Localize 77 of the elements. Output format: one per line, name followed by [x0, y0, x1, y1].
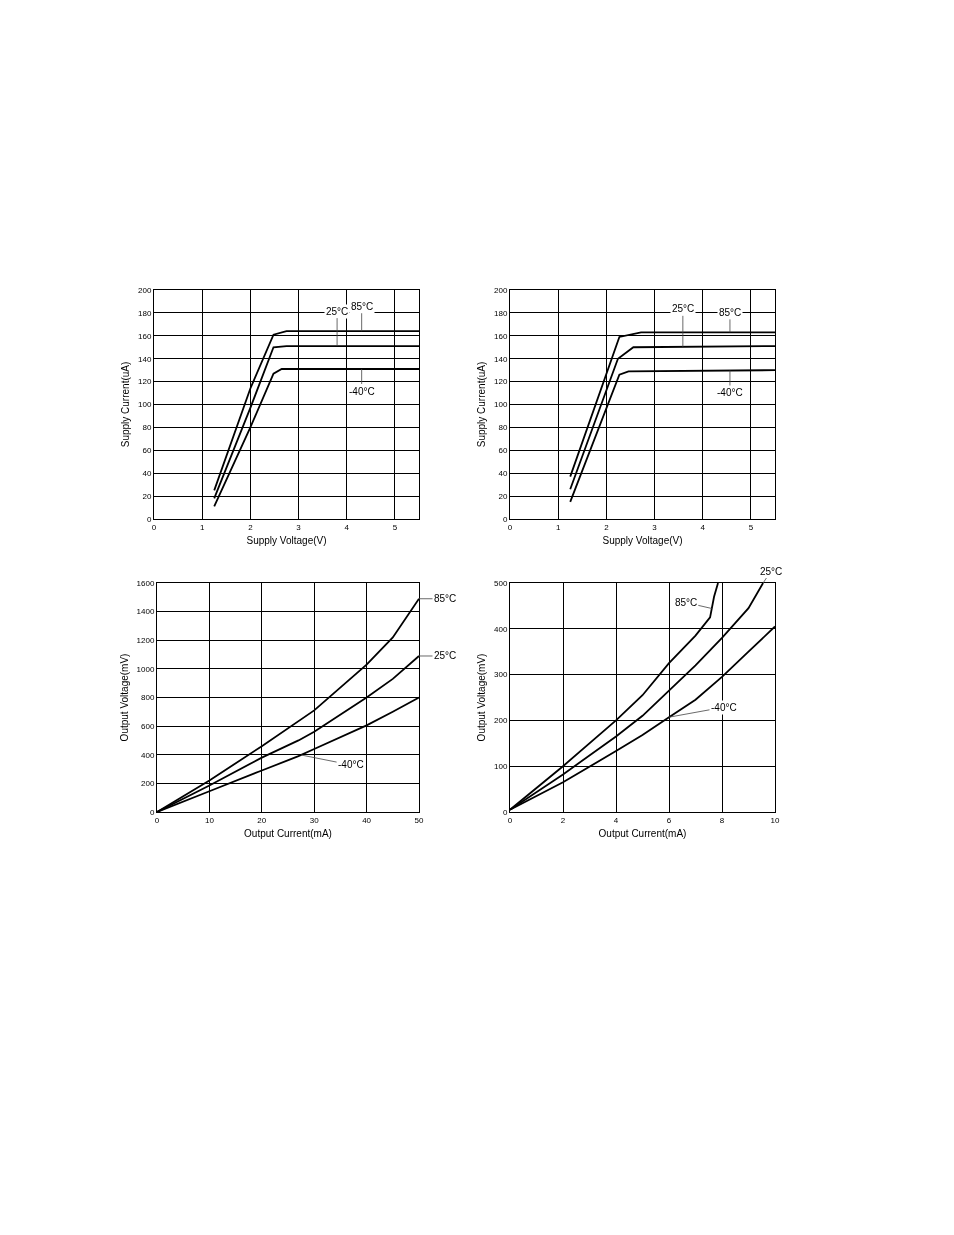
- y-tick-label: 200: [138, 285, 152, 295]
- y-axis-title: Supply Current(uA): [476, 361, 488, 448]
- x-axis-title: Supply Voltage(V): [602, 535, 683, 547]
- y-tick-label: 20: [142, 491, 152, 501]
- y-tick-label: 1200: [136, 636, 155, 646]
- y-tick-label: 1600: [136, 578, 155, 588]
- series-label: 25°C: [434, 650, 457, 661]
- x-tick-label: 5: [748, 522, 754, 532]
- y-tick-label: 60: [142, 446, 152, 456]
- y-axis-title: Output Voltage(mV): [118, 653, 130, 742]
- x-tick-label: 8: [719, 815, 725, 825]
- y-tick-label: 160: [138, 331, 152, 341]
- y-tick-label: 60: [498, 446, 508, 456]
- x-tick-label: 20: [257, 815, 267, 825]
- x-tick-label: 50: [414, 815, 424, 825]
- x-tick-label: 4: [613, 815, 619, 825]
- y-tick-label: 800: [141, 693, 155, 703]
- y-tick-label: 100: [494, 762, 508, 771]
- x-tick-label: 30: [309, 815, 320, 825]
- y-tick-label: 120: [138, 377, 152, 387]
- y-tick-label: 0: [502, 807, 508, 817]
- series-label: 25°C: [760, 566, 783, 577]
- series-label: 85°C: [675, 597, 698, 608]
- y-tick-label: 0: [502, 514, 508, 524]
- y-tick-label: 200: [494, 716, 508, 726]
- x-tick-label: 5: [392, 522, 398, 532]
- x-tick-label: 10: [770, 815, 780, 825]
- y-tick-label: 0: [146, 514, 152, 524]
- y-tick-label: 80: [142, 423, 152, 433]
- series-label: 85°C: [434, 593, 457, 604]
- y-tick-label: 180: [138, 308, 152, 318]
- y-tick-label: 1000: [136, 664, 155, 674]
- text: 25°C: [672, 303, 695, 314]
- y-tick-label: 40: [498, 469, 508, 478]
- text: 25°C: [326, 306, 349, 317]
- y-tick-label: 500: [494, 578, 508, 588]
- series-label: -40°C: [717, 387, 743, 398]
- x-tick-label: 10: [204, 815, 215, 825]
- x-tick-label: 3: [296, 522, 302, 532]
- y-tick-label: 300: [494, 670, 508, 680]
- x-tick-label: 1: [199, 522, 205, 532]
- y-tick-label: 600: [141, 721, 155, 731]
- y-tick-label: 140: [138, 354, 152, 364]
- y-axis-title: Output Voltage(mV): [476, 653, 488, 742]
- y-axis-title: Supply Current(uA): [120, 361, 132, 448]
- series-label: 85°C: [719, 307, 742, 318]
- x-tick-label: 1: [555, 522, 561, 532]
- y-tick-label: 160: [494, 331, 508, 341]
- series-label: -40°C: [338, 759, 364, 770]
- y-tick-label: 140: [494, 354, 508, 364]
- x-tick-label: 2: [560, 815, 566, 825]
- series-label: 85°C: [351, 301, 374, 312]
- y-tick-label: 400: [141, 750, 155, 760]
- x-tick-label: 2: [248, 522, 254, 532]
- x-axis-title: Supply Voltage(V): [246, 535, 327, 547]
- y-tick-label: 20: [498, 491, 508, 501]
- x-tick-label: 2: [604, 522, 610, 532]
- y-tick-label: 180: [494, 308, 508, 318]
- x-tick-label: 40: [362, 815, 372, 825]
- x-tick-label: 3: [652, 522, 658, 532]
- y-tick-label: 200: [494, 285, 508, 295]
- series-label: -40°C: [349, 386, 375, 397]
- y-tick-label: 0: [149, 807, 155, 817]
- x-tick-label: 4: [344, 522, 350, 532]
- x-axis-title: Output Current(mA): [598, 828, 687, 840]
- y-tick-label: 400: [494, 624, 508, 634]
- y-tick-label: 80: [498, 423, 508, 433]
- x-axis-title: Output Current(mA): [244, 828, 332, 840]
- y-tick-label: 200: [141, 779, 155, 789]
- y-tick-label: 40: [142, 469, 152, 478]
- y-tick-label: 100: [138, 400, 152, 410]
- series-label: -40°C: [711, 702, 737, 713]
- y-tick-label: 1400: [136, 607, 155, 617]
- x-tick-label: 4: [700, 522, 706, 532]
- y-tick-label: 120: [494, 377, 508, 387]
- x-tick-label: 6: [666, 815, 672, 825]
- y-tick-label: 100: [494, 400, 508, 410]
